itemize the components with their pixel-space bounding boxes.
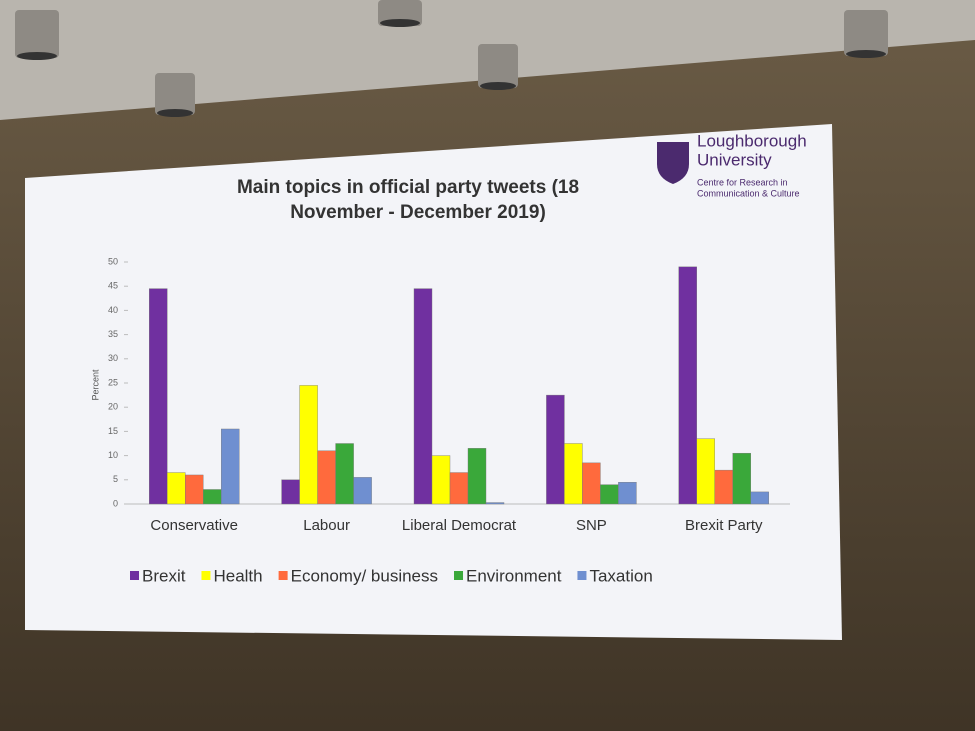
y-tick-label: 30 xyxy=(108,353,118,363)
y-tick-label: 35 xyxy=(108,329,118,339)
slide xyxy=(25,124,842,640)
bar xyxy=(600,484,619,505)
bar xyxy=(220,428,240,505)
y-tick-label: 45 xyxy=(108,281,118,291)
y-tick-label: 10 xyxy=(108,450,118,460)
y-tick-label: 40 xyxy=(108,305,118,315)
bar xyxy=(184,474,204,505)
y-tick-label: 5 xyxy=(113,474,118,484)
legend-label: Taxation xyxy=(589,566,652,585)
legend-swatch xyxy=(577,571,587,580)
x-tick-label: Brexit Party xyxy=(685,517,763,534)
logo-unit: Communication & Culture xyxy=(697,188,800,198)
bar xyxy=(281,479,300,505)
ceiling-lights xyxy=(15,0,888,117)
y-tick-label: 15 xyxy=(108,426,118,436)
legend-swatch xyxy=(130,571,139,580)
x-tick-label: Liberal Democrat xyxy=(402,517,517,534)
bar xyxy=(546,394,565,505)
legend-label: Brexit xyxy=(142,566,186,585)
bar xyxy=(299,385,318,505)
bar xyxy=(485,502,505,505)
x-tick-label: Conservative xyxy=(150,517,238,534)
logo-name: University xyxy=(697,150,772,169)
legend-label: Economy/ business xyxy=(291,566,438,585)
y-tick-label: 20 xyxy=(108,402,118,412)
bar xyxy=(202,489,222,505)
y-axis-label: Percent xyxy=(90,369,100,401)
legend-label: Health xyxy=(213,566,262,585)
bar xyxy=(564,443,583,505)
y-tick-label: 25 xyxy=(108,377,118,387)
bar xyxy=(353,477,372,505)
bar xyxy=(148,288,168,505)
bar xyxy=(449,472,469,505)
bar xyxy=(335,443,354,505)
bar xyxy=(714,469,733,505)
bar xyxy=(413,288,433,505)
bar xyxy=(467,448,487,505)
bar xyxy=(317,450,336,505)
bar xyxy=(732,452,751,505)
x-tick-label: SNP xyxy=(576,517,607,534)
legend-swatch xyxy=(201,571,211,580)
bar xyxy=(750,491,769,505)
bar xyxy=(618,482,637,505)
chart: Main topics in official party tweets (18… xyxy=(108,177,790,585)
bar xyxy=(166,472,186,505)
logo-shield xyxy=(657,142,689,184)
bar xyxy=(696,438,715,505)
legend-swatch xyxy=(278,571,288,580)
logo: Loughborough University Centre for Resea… xyxy=(657,131,807,198)
legend-swatch xyxy=(454,571,464,580)
y-tick-label: 0 xyxy=(113,498,118,508)
bar xyxy=(431,455,451,505)
bar xyxy=(582,462,601,505)
x-tick-label: Labour xyxy=(303,517,350,534)
y-tick-label: 50 xyxy=(108,256,118,266)
bar xyxy=(678,266,697,505)
chart-title: Main topics in official party tweets (18… xyxy=(237,177,579,223)
logo-name: Loughborough xyxy=(697,131,807,150)
logo-unit: Centre for Research in xyxy=(697,177,788,187)
legend-label: Environment xyxy=(466,566,562,585)
